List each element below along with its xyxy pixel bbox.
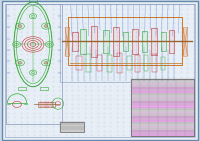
Bar xyxy=(131,81,194,83)
Bar xyxy=(131,126,194,128)
Bar xyxy=(131,103,194,105)
Bar xyxy=(6,4,62,124)
Bar xyxy=(131,101,194,103)
Bar xyxy=(44,102,46,107)
Bar xyxy=(86,54,91,72)
Bar xyxy=(131,85,194,87)
Bar xyxy=(117,53,122,73)
Bar xyxy=(80,29,86,54)
Bar xyxy=(40,87,48,90)
Bar xyxy=(131,89,194,91)
Bar xyxy=(76,56,82,70)
Bar xyxy=(127,56,132,70)
Bar xyxy=(135,55,140,72)
Bar xyxy=(161,57,165,70)
Bar xyxy=(131,79,194,81)
Bar xyxy=(131,116,194,118)
Bar xyxy=(131,95,194,97)
Bar xyxy=(97,55,102,71)
Bar xyxy=(123,32,128,51)
Bar xyxy=(131,91,194,93)
Bar xyxy=(131,99,194,101)
Bar xyxy=(131,79,194,136)
Bar xyxy=(131,112,194,114)
Bar xyxy=(131,132,194,134)
Bar xyxy=(51,102,53,107)
Bar xyxy=(142,31,147,52)
Bar xyxy=(151,28,157,55)
Bar xyxy=(131,128,194,130)
Bar xyxy=(113,27,119,56)
Bar xyxy=(131,118,194,120)
Bar xyxy=(40,102,42,107)
Bar xyxy=(131,83,194,85)
Bar xyxy=(132,29,138,54)
Bar xyxy=(183,27,187,56)
Bar xyxy=(60,122,84,132)
Bar xyxy=(131,134,194,136)
Bar xyxy=(131,105,194,107)
Bar xyxy=(131,108,194,110)
Bar xyxy=(161,32,166,51)
Bar xyxy=(72,32,78,51)
Bar xyxy=(131,97,194,99)
Bar xyxy=(131,87,194,89)
Bar xyxy=(152,54,157,72)
Bar xyxy=(131,122,194,124)
Bar xyxy=(131,124,194,126)
Bar xyxy=(68,17,182,65)
Bar xyxy=(107,55,112,72)
Bar xyxy=(144,55,148,71)
Bar xyxy=(47,102,49,107)
Bar xyxy=(18,87,26,90)
Bar xyxy=(103,30,109,53)
Bar xyxy=(169,30,174,53)
Bar xyxy=(60,4,194,82)
Bar xyxy=(38,102,55,107)
Bar xyxy=(65,27,69,56)
Bar xyxy=(131,79,194,136)
Bar xyxy=(131,120,194,122)
Bar xyxy=(131,114,194,116)
Bar xyxy=(131,130,194,132)
Bar xyxy=(131,110,194,112)
Bar xyxy=(91,26,97,57)
Bar xyxy=(131,93,194,95)
